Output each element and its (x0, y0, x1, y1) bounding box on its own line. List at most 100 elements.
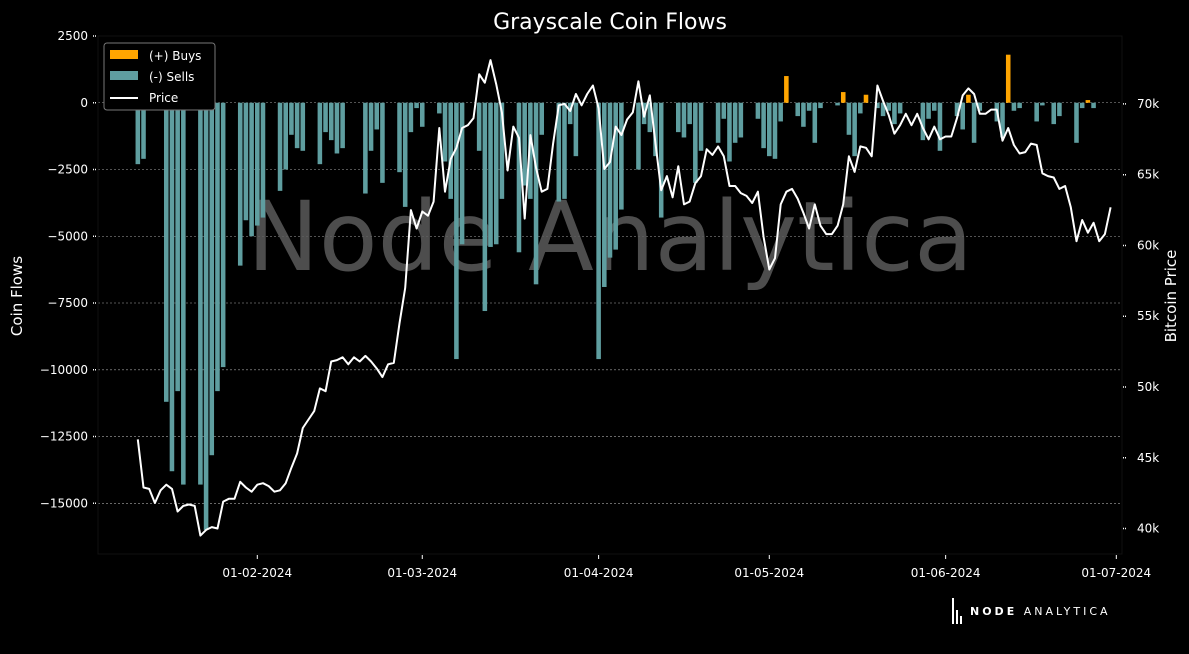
sell-bar (340, 102, 345, 149)
sell-bar (761, 102, 766, 149)
sell-bar (875, 102, 880, 109)
y2-axis-label: Bitcoin Price (1162, 250, 1180, 343)
bars (135, 54, 1096, 530)
sell-bar (1000, 102, 1005, 138)
y-tick-label: −12500 (40, 430, 88, 444)
buy-bar (840, 92, 846, 103)
sell-bar (255, 102, 260, 226)
sell-bar (454, 102, 459, 360)
sell-bar (619, 102, 624, 210)
sell-bar (1074, 102, 1079, 143)
sell-bar (522, 102, 527, 186)
sell-bar (693, 102, 698, 183)
sell-bar (1040, 102, 1045, 106)
sell-bar (294, 102, 300, 149)
sell-bar (732, 102, 738, 143)
y-tick-label: 0 (80, 96, 88, 110)
chart-title: Grayscale Coin Flows (493, 10, 727, 35)
x-tick-label: 01-03-2024 (387, 566, 457, 580)
legend-swatch-sells (110, 71, 138, 80)
sell-bar (767, 102, 772, 157)
sell-bar (892, 102, 897, 125)
sell-bar (437, 102, 442, 114)
sell-bar (1079, 102, 1085, 109)
sell-bar (141, 102, 146, 159)
sell-bar (567, 102, 573, 125)
sell-bar (175, 102, 180, 392)
x-tick-label: 01-06-2024 (911, 566, 981, 580)
sell-bar (363, 102, 368, 194)
price-line-group (136, 59, 1112, 537)
legend-swatch-buys (110, 50, 138, 59)
sell-bar (613, 102, 618, 250)
x-tick-label: 01-02-2024 (222, 566, 292, 580)
sell-bar (215, 102, 220, 392)
buy-bar (863, 94, 869, 103)
legend-box (103, 42, 216, 111)
sell-bar (397, 102, 402, 173)
sell-bar (971, 102, 977, 143)
sell-bar (835, 102, 840, 106)
sell-bar (283, 102, 289, 170)
sell-bar (562, 102, 567, 199)
legend-label-sells: (-) Sells (149, 70, 194, 84)
sell-bar (801, 102, 806, 127)
sell-bar (931, 102, 937, 111)
sell-bar (533, 102, 539, 285)
buy-bar (1085, 100, 1091, 103)
sell-bar (539, 102, 545, 135)
sell-bar (328, 102, 334, 141)
sell-bar (658, 102, 664, 218)
sell-bar (727, 102, 732, 162)
y-tick-label: −2500 (47, 163, 88, 177)
sell-bar (960, 102, 965, 130)
sell-bar (198, 102, 203, 485)
sell-bar (249, 102, 254, 237)
legend: (+) Buys (-) Sells Price (103, 42, 216, 111)
y2-tick-label: 45k (1137, 451, 1159, 465)
y-tick-label: 2500 (57, 29, 88, 43)
sell-bar (858, 102, 863, 114)
sell-bar (681, 102, 687, 138)
sell-bar (602, 102, 607, 287)
y-tick-label: −10000 (40, 363, 88, 377)
sell-bar (755, 102, 761, 119)
sell-bar (380, 102, 385, 183)
sell-bar (636, 102, 641, 170)
sell-bar (573, 102, 579, 157)
sell-bar (596, 102, 601, 360)
x-tick-label: 01-05-2024 (734, 566, 804, 580)
sell-bar (715, 102, 721, 143)
sell-bar (317, 102, 323, 165)
legend-label-buys: (+) Buys (149, 49, 201, 63)
sell-bar (459, 102, 465, 245)
sell-bar (818, 102, 823, 109)
sell-bar (135, 102, 141, 165)
sell-bar (243, 102, 249, 221)
sell-bar (448, 102, 453, 199)
sell-bar (920, 102, 926, 141)
x-tick-label: 01-07-2024 (1081, 566, 1151, 580)
sell-bar (374, 102, 380, 130)
sell-bar (402, 102, 408, 207)
brand-logo-mark-icon (952, 598, 962, 624)
sell-bar (493, 102, 499, 245)
sell-bar (1011, 102, 1017, 111)
sell-bar (846, 102, 852, 135)
sell-bar (528, 102, 533, 199)
y2-tick-label: 55k (1137, 309, 1159, 323)
sell-bar (181, 102, 186, 485)
sell-bar (442, 102, 448, 162)
y2-tick-label: 50k (1137, 380, 1159, 394)
y2-tick-label: 65k (1137, 168, 1159, 182)
sell-bar (163, 102, 169, 402)
sell-bar (675, 102, 681, 133)
sell-bar (419, 102, 425, 127)
sell-bar (772, 102, 778, 159)
legend-label-price: Price (149, 91, 178, 105)
sell-bar (812, 102, 818, 143)
sell-bar (1091, 102, 1096, 109)
sell-bar (880, 102, 886, 117)
sell-bar (1051, 102, 1057, 125)
